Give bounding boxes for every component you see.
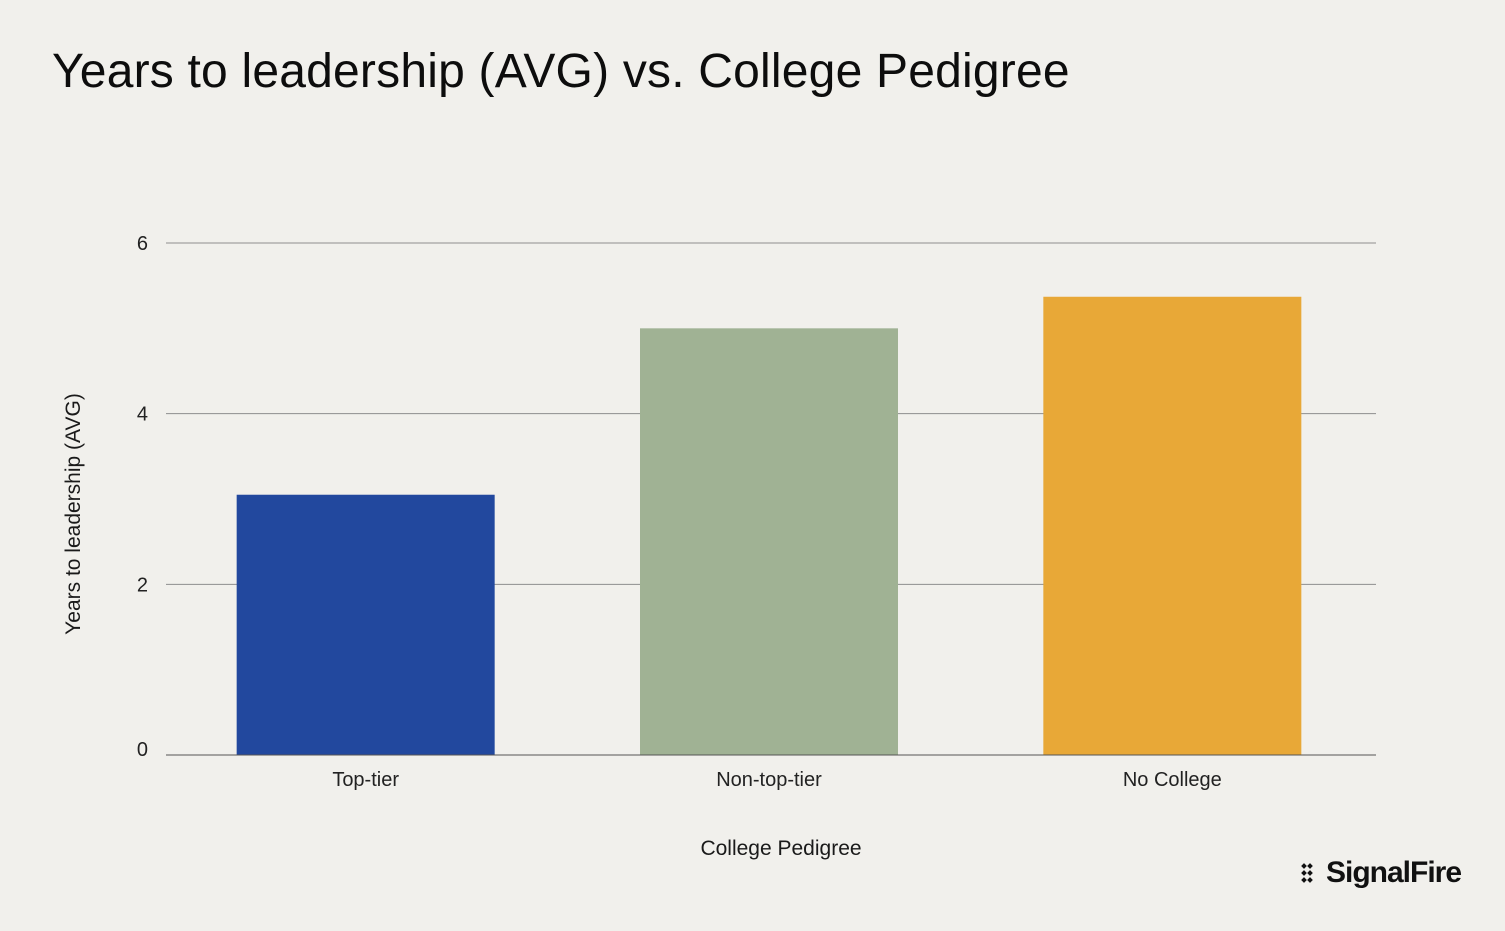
x-tick-label: Non-top-tier: [716, 769, 822, 791]
y-axis-label: Years to leadership (AVG): [62, 393, 85, 635]
signalfire-mark-icon: [1301, 863, 1313, 883]
bar-top-tier: [236, 494, 495, 755]
bars: [166, 296, 1376, 756]
y-axis-ticks: 0 2 4 6: [137, 233, 148, 761]
logo-text: SignalFire: [1326, 856, 1462, 889]
x-axis-ticks: Top-tier Non-top-tier No College: [332, 769, 1221, 791]
y-tick-label: 0: [137, 739, 148, 761]
bar-non-top-tier: [640, 328, 898, 755]
x-axis-label: College Pedigree: [700, 837, 861, 860]
y-tick-label: 4: [137, 404, 148, 426]
signalfire-logo: SignalFire: [1300, 856, 1462, 890]
x-tick-label: No College: [1123, 769, 1222, 791]
chart-title: Years to leadership (AVG) vs. College Pe…: [52, 45, 1070, 98]
y-tick-label: 2: [137, 574, 148, 596]
bar-no-college: [1043, 296, 1302, 755]
x-tick-label: Top-tier: [332, 769, 399, 791]
y-tick-label: 6: [137, 233, 148, 255]
